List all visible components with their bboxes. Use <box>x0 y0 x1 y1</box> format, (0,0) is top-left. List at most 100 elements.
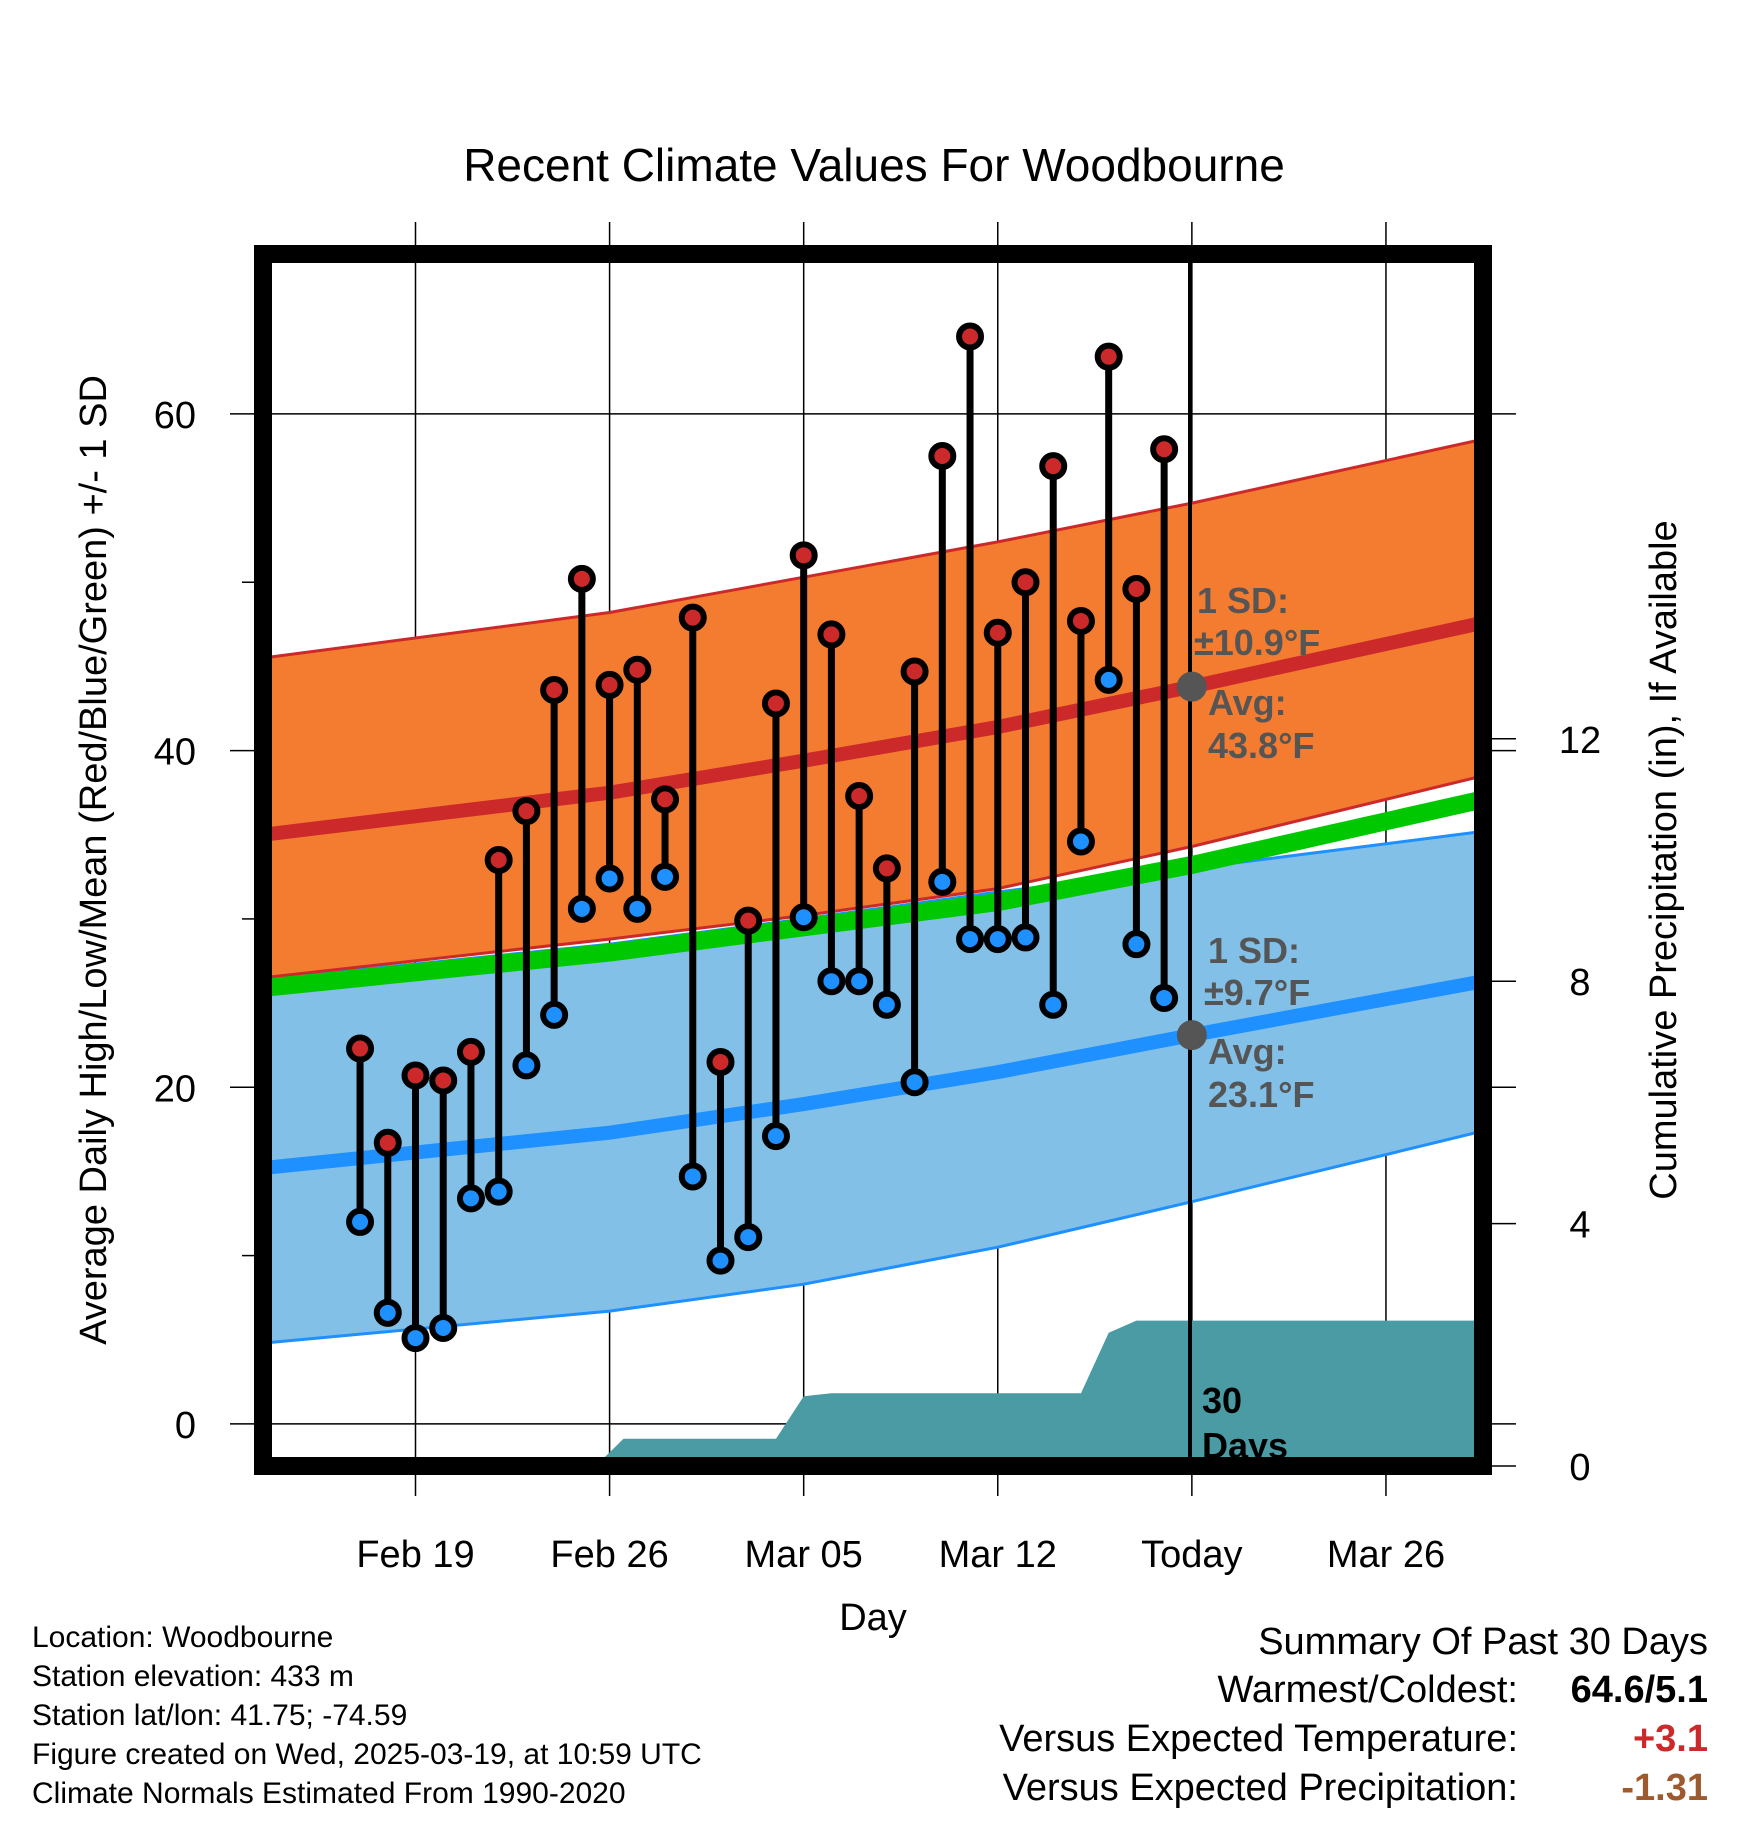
high-point <box>595 670 624 699</box>
low-point <box>734 1223 763 1252</box>
y2-tick-label: 8 <box>1569 962 1590 1004</box>
high-point <box>346 1034 375 1063</box>
high-point <box>429 1066 458 1095</box>
high-point <box>928 442 957 470</box>
high-point <box>456 1037 485 1066</box>
summary-panel: Summary Of Past 30 Days Warmest/Coldest:… <box>808 1618 1708 1813</box>
precip-area-fill <box>263 1320 1483 1466</box>
low-point <box>928 867 957 896</box>
warmest-value: 64.6/5.1 <box>1570 1669 1708 1711</box>
normals-text: Climate Normals Estimated From 1990-2020 <box>32 1777 626 1810</box>
created-text: Figure created on Wed, 2025-03-19, at 10… <box>32 1738 702 1771</box>
daily-markers <box>346 322 1179 1353</box>
latlon-text: Station lat/lon: 41.75; -74.59 <box>32 1699 408 1732</box>
precip-area <box>263 1320 1483 1466</box>
high-point <box>401 1061 430 1090</box>
x-tick-label: Mar 12 <box>939 1534 1057 1576</box>
high-point <box>1039 452 1068 481</box>
low-point <box>1094 665 1123 694</box>
plot-frame <box>254 245 1492 1475</box>
y-tick-label: 20 <box>154 1068 196 1110</box>
y-axis-label: Average Daily High/Low/Mean (Red/Blue/Gr… <box>73 375 115 1345</box>
y-tick-label: 40 <box>154 732 196 774</box>
station-info: Location: Woodbourne Station elevation: … <box>32 1618 702 1813</box>
high-point <box>678 603 707 632</box>
high-point <box>734 906 763 935</box>
y2-tick-label: 0 <box>1569 1447 1590 1489</box>
high-sd-label: 1 SD: <box>1197 580 1289 621</box>
high-avg-label: Avg: <box>1208 682 1287 723</box>
high-point <box>761 689 790 718</box>
low-point <box>484 1177 513 1206</box>
high-point <box>567 564 596 593</box>
high-point <box>1150 435 1179 464</box>
low-point <box>900 1068 929 1097</box>
high-point <box>540 675 569 704</box>
x-axis-label: Day <box>839 1597 907 1639</box>
high-point <box>651 785 680 814</box>
low-sd-label: 1 SD: <box>1208 930 1300 971</box>
temp-label: Versus Expected Temperature: <box>999 1718 1518 1760</box>
high-point <box>789 541 818 570</box>
daily-range-sticks <box>356 336 1168 1339</box>
high-sd-band <box>263 439 1483 978</box>
low-point <box>817 967 846 996</box>
low-point <box>1150 984 1179 1013</box>
elevation-text: Station elevation: 433 m <box>32 1660 354 1693</box>
low-point <box>1039 990 1068 1019</box>
high-point <box>484 846 513 874</box>
high-point <box>956 322 985 351</box>
high-point <box>900 657 929 686</box>
low-point <box>706 1246 735 1275</box>
low-point <box>872 990 901 1019</box>
high-sd-band-upper-edge <box>263 437 1483 660</box>
high-point <box>817 620 846 649</box>
high-point <box>1066 606 1095 635</box>
low-point <box>567 894 596 923</box>
low-point <box>678 1162 707 1191</box>
high-point <box>512 797 541 826</box>
axes: Feb 19 Feb 26 Mar 05 Mar 12 Today Mar 2602040… <box>154 395 1601 1576</box>
normal-bands <box>263 437 1483 1345</box>
summary-row-warmest: Warmest/Coldest: 64.6/5.1 <box>808 1666 1708 1715</box>
precip-label: Versus Expected Precipitation: <box>1002 1767 1518 1809</box>
low-point <box>456 1184 485 1213</box>
location-text: Location: Woodbourne <box>32 1621 334 1654</box>
period-count: 30 <box>1202 1380 1242 1421</box>
low-point <box>651 862 680 891</box>
y2-axis-label: Cumulative Precipitation (in), If Availa… <box>1643 520 1685 1199</box>
high-avg-dot <box>1176 671 1207 702</box>
summary-heading: Summary Of Past 30 Days <box>1258 1621 1708 1663</box>
high-point <box>983 618 1012 647</box>
high-avg-value: 43.8°F <box>1208 725 1314 766</box>
low-sd-band-lower-edge <box>263 1129 1483 1345</box>
low-point <box>956 925 985 954</box>
low-point <box>845 967 874 996</box>
low-point <box>623 894 652 923</box>
high-point <box>1122 574 1151 603</box>
low-point <box>1011 923 1040 952</box>
low-avg-dot <box>1176 1020 1207 1051</box>
low-point <box>1066 827 1095 856</box>
high-point <box>623 655 652 684</box>
precip-value: -1.31 <box>1621 1767 1708 1809</box>
low-point <box>512 1051 541 1080</box>
period-unit: Days <box>1202 1425 1288 1466</box>
high-point <box>872 854 901 883</box>
low-avg-label: Avg: <box>1208 1031 1287 1072</box>
chart-title: Recent Climate Values For Woodbourne <box>463 139 1285 191</box>
summary-row-precip: Versus Expected Precipitation: -1.31 <box>808 1764 1708 1813</box>
y-tick-label: 0 <box>175 1405 196 1447</box>
low-mean-line <box>263 974 1483 1175</box>
low-point <box>429 1313 458 1342</box>
low-point <box>983 925 1012 954</box>
high-point <box>373 1128 402 1157</box>
x-tick-label: Today <box>1141 1534 1242 1576</box>
x-tick-label: Feb 26 <box>550 1534 668 1576</box>
low-sd-value: ±9.7°F <box>1204 972 1310 1013</box>
x-tick-label: Feb 19 <box>356 1534 474 1576</box>
low-point <box>595 864 624 893</box>
high-point <box>706 1048 735 1076</box>
